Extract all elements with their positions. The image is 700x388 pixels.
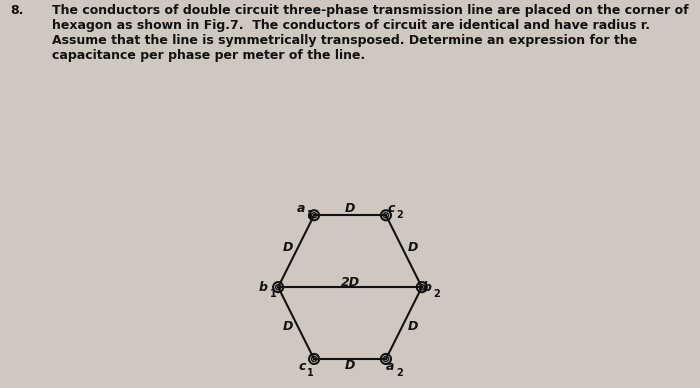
Text: 1: 1 bbox=[307, 368, 314, 378]
Text: a: a bbox=[386, 360, 395, 372]
Text: c: c bbox=[387, 202, 395, 215]
Text: 1: 1 bbox=[307, 210, 314, 220]
Text: 2D: 2D bbox=[340, 275, 360, 289]
Text: 8.: 8. bbox=[10, 4, 24, 17]
Text: D: D bbox=[407, 320, 418, 333]
Text: a: a bbox=[297, 202, 305, 215]
Text: 2: 2 bbox=[396, 210, 402, 220]
Text: b: b bbox=[423, 281, 432, 294]
Text: D: D bbox=[345, 202, 355, 215]
Text: D: D bbox=[282, 241, 293, 254]
Text: b: b bbox=[259, 281, 268, 294]
Text: 2: 2 bbox=[396, 368, 402, 378]
Text: 1: 1 bbox=[270, 289, 276, 299]
Text: The conductors of double circuit three-phase transmission line are placed on the: The conductors of double circuit three-p… bbox=[52, 4, 689, 62]
Text: D: D bbox=[407, 241, 418, 254]
Text: 2: 2 bbox=[433, 289, 440, 299]
Text: D: D bbox=[345, 359, 355, 372]
Text: D: D bbox=[282, 320, 293, 333]
Text: c: c bbox=[298, 360, 305, 372]
